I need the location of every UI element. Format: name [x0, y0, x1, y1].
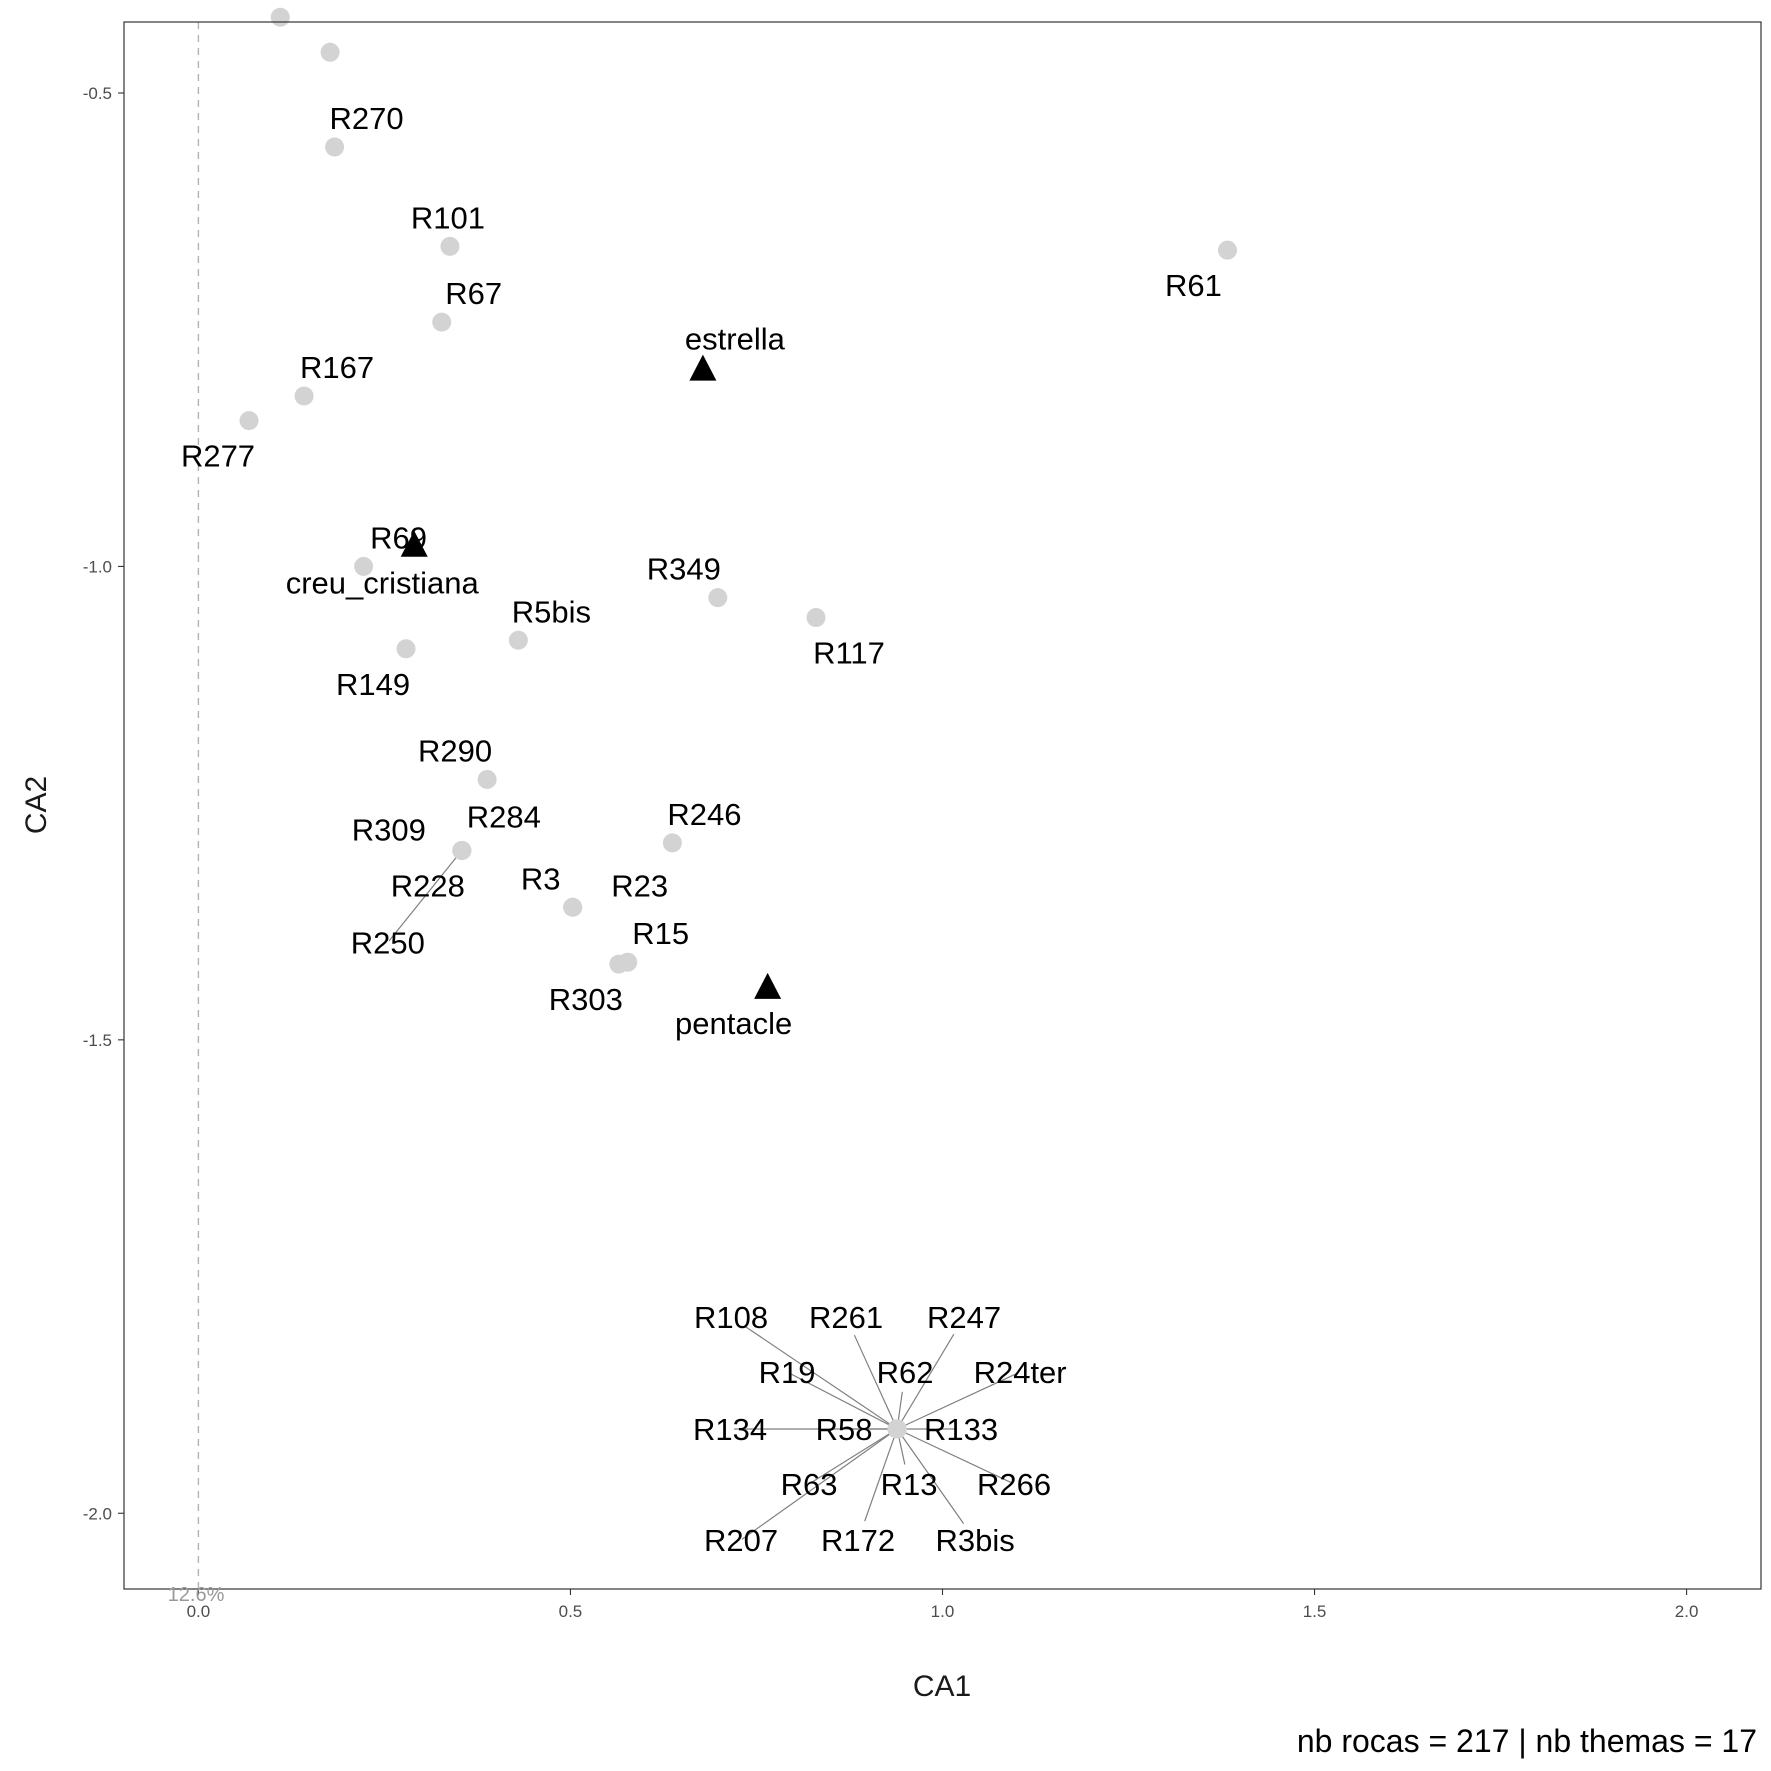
thema-point [754, 972, 782, 999]
roca-label: R270 [330, 101, 404, 136]
roca-label: R3 [521, 861, 561, 896]
x-axis-title: CA1 [913, 1670, 971, 1703]
label-connector [741, 1428, 898, 1540]
roca-label: R303 [549, 982, 623, 1017]
label-connector [896, 1333, 955, 1430]
thema-point [689, 354, 717, 381]
x-tick-label: 0.5 [559, 1602, 583, 1621]
roca-point [1217, 240, 1237, 260]
label-connector [853, 1334, 898, 1430]
x-tick-label: 0.0 [187, 1602, 211, 1621]
roca-label: R134 [693, 1412, 767, 1447]
roca-label: R228 [391, 868, 465, 903]
label-connector [811, 1428, 898, 1483]
roca-label: R172 [821, 1523, 895, 1558]
roca-label: R284 [467, 799, 541, 834]
y-tick-label: -0.5 [83, 84, 112, 103]
roca-label: R108 [694, 1300, 768, 1335]
roca-point [708, 588, 728, 608]
thema-label: pentacle [675, 1006, 792, 1041]
thema-label: estrella [685, 322, 786, 357]
roca-label: R24ter [974, 1355, 1067, 1390]
y-tick-label: -2.0 [83, 1504, 112, 1523]
x-tick-label: 1.0 [931, 1602, 955, 1621]
roca-label: R277 [181, 439, 255, 474]
label-connector [896, 1428, 965, 1524]
roca-label: R63 [781, 1467, 838, 1502]
roca-point [239, 411, 259, 431]
inertia-annotation: 12.6% [168, 1584, 225, 1606]
roca-label: R266 [977, 1467, 1051, 1502]
roca-label: R13 [881, 1467, 938, 1502]
roca-label: R19 [759, 1355, 816, 1390]
roca-label: R101 [411, 200, 485, 235]
roca-label: R349 [647, 552, 721, 587]
x-tick-label: 2.0 [1675, 1602, 1699, 1621]
label-connector [864, 1428, 898, 1522]
roca-label: R290 [418, 733, 492, 768]
roca-label: R58 [816, 1412, 873, 1447]
y-tick-label: -1.0 [83, 557, 112, 576]
roca-point [396, 639, 416, 659]
roca-label: R117 [813, 636, 885, 671]
label-connector [789, 1372, 898, 1430]
roca-point [320, 42, 340, 62]
roca-point [325, 137, 345, 157]
label-connector [388, 850, 463, 942]
roca-point [354, 556, 374, 576]
roca-point [662, 833, 682, 853]
roca-point [887, 1419, 907, 1439]
y-axis-title: CA2 [20, 776, 53, 834]
roca-label: R309 [352, 812, 426, 847]
roca-point [452, 840, 472, 860]
y-tick-label: -1.5 [83, 1031, 112, 1050]
roca-label: R149 [336, 667, 410, 702]
roca-label: R246 [667, 797, 741, 832]
x-tick-label: 1.5 [1303, 1602, 1327, 1621]
roca-label: R69 [370, 520, 427, 555]
roca-label: R250 [351, 925, 425, 960]
thema-point [400, 530, 428, 557]
roca-label: R133 [924, 1412, 998, 1447]
roca-point [440, 236, 460, 256]
chart-caption: nb rocas = 217 | nb themas = 17 [1297, 1723, 1757, 1759]
roca-point [294, 386, 314, 406]
roca-point [477, 769, 497, 789]
roca-label: R5bis [512, 594, 591, 629]
roca-point [508, 630, 528, 650]
roca-label: R261 [809, 1300, 883, 1335]
roca-label: R23 [611, 868, 668, 903]
thema-label: creu_cristiana [286, 566, 480, 601]
roca-label: R15 [632, 916, 689, 951]
roca-label: R3bis [935, 1523, 1014, 1558]
roca-point [563, 897, 583, 917]
roca-point [270, 7, 290, 27]
roca-label: R167 [300, 350, 374, 385]
roca-point [806, 608, 826, 628]
roca-label: R207 [704, 1523, 778, 1558]
label-connector [896, 1428, 1012, 1484]
roca-label: R62 [877, 1355, 934, 1390]
roca-label: R61 [1165, 268, 1222, 303]
roca-point [609, 954, 629, 974]
roca-label: R247 [927, 1300, 1001, 1335]
roca-label: R67 [445, 276, 502, 311]
roca-point [432, 312, 452, 332]
label-connector [896, 1372, 1018, 1430]
label-connector [744, 1325, 898, 1430]
